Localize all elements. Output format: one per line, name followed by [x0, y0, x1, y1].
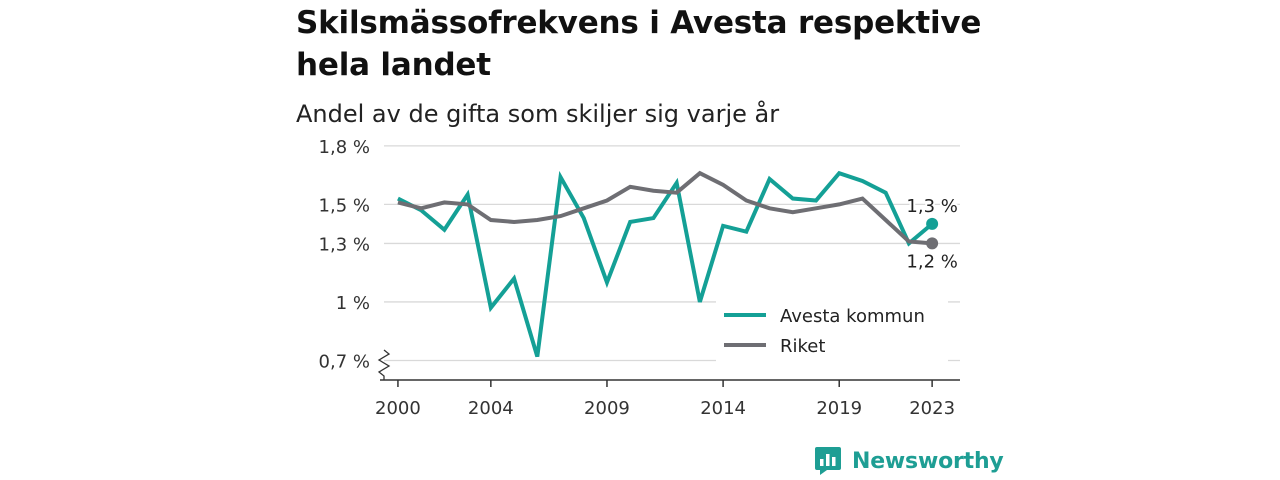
x-tick-label: 2004 [468, 398, 514, 419]
series-end-label: 1,3 % [906, 196, 957, 217]
y-tick-label: 1,8 % [319, 137, 370, 158]
brand-name: Newsworthy [852, 448, 1004, 474]
newsworthy-brand[interactable]: Newsworthy [814, 446, 1004, 476]
y-tick-label: 1,5 % [319, 195, 370, 216]
x-tick-label: 2023 [909, 398, 955, 419]
y-axis-break-mark [377, 349, 391, 380]
x-tick-label: 2000 [375, 398, 421, 419]
series-lines [397, 170, 939, 358]
series-end-label: 1,2 % [906, 251, 957, 272]
labels: 1,3 % 1,2 % [904, 194, 959, 275]
legend-label: Avesta kommun [780, 306, 925, 327]
y-tick-label: 0,7 % [319, 351, 370, 372]
axes: 0,7 % 1 % 1,3 % 1,5 % 1,8 % 2000 2004 2009 2014 2… [319, 137, 960, 419]
y-tick-label: 1,3 % [319, 234, 370, 255]
chart-subtitle: Andel av de gifta som skiljer sig varje … [296, 100, 780, 128]
line-chart: 0,7 % 1 % 1,3 % 1,5 % 1,8 % 2000 2004 2009 2014 2… [319, 137, 960, 419]
series-end-point [926, 217, 939, 230]
series-end-point [926, 237, 939, 250]
legend: Avesta kommun Riket [716, 298, 948, 362]
x-tick-label: 2019 [816, 398, 862, 419]
series-line-riket [397, 170, 933, 246]
y-tick-label: 1 % [336, 293, 370, 314]
bar-chart-speech-bubble-icon [815, 447, 841, 475]
legend-background [716, 298, 948, 362]
x-tick-label: 2009 [584, 398, 630, 419]
x-tick-label: 2014 [700, 398, 746, 419]
legend-label: Riket [780, 336, 825, 357]
series-line-avesta-kommun [397, 170, 934, 358]
chart-title: Skilsmässofrekvens i Avesta respektive h… [296, 5, 982, 83]
